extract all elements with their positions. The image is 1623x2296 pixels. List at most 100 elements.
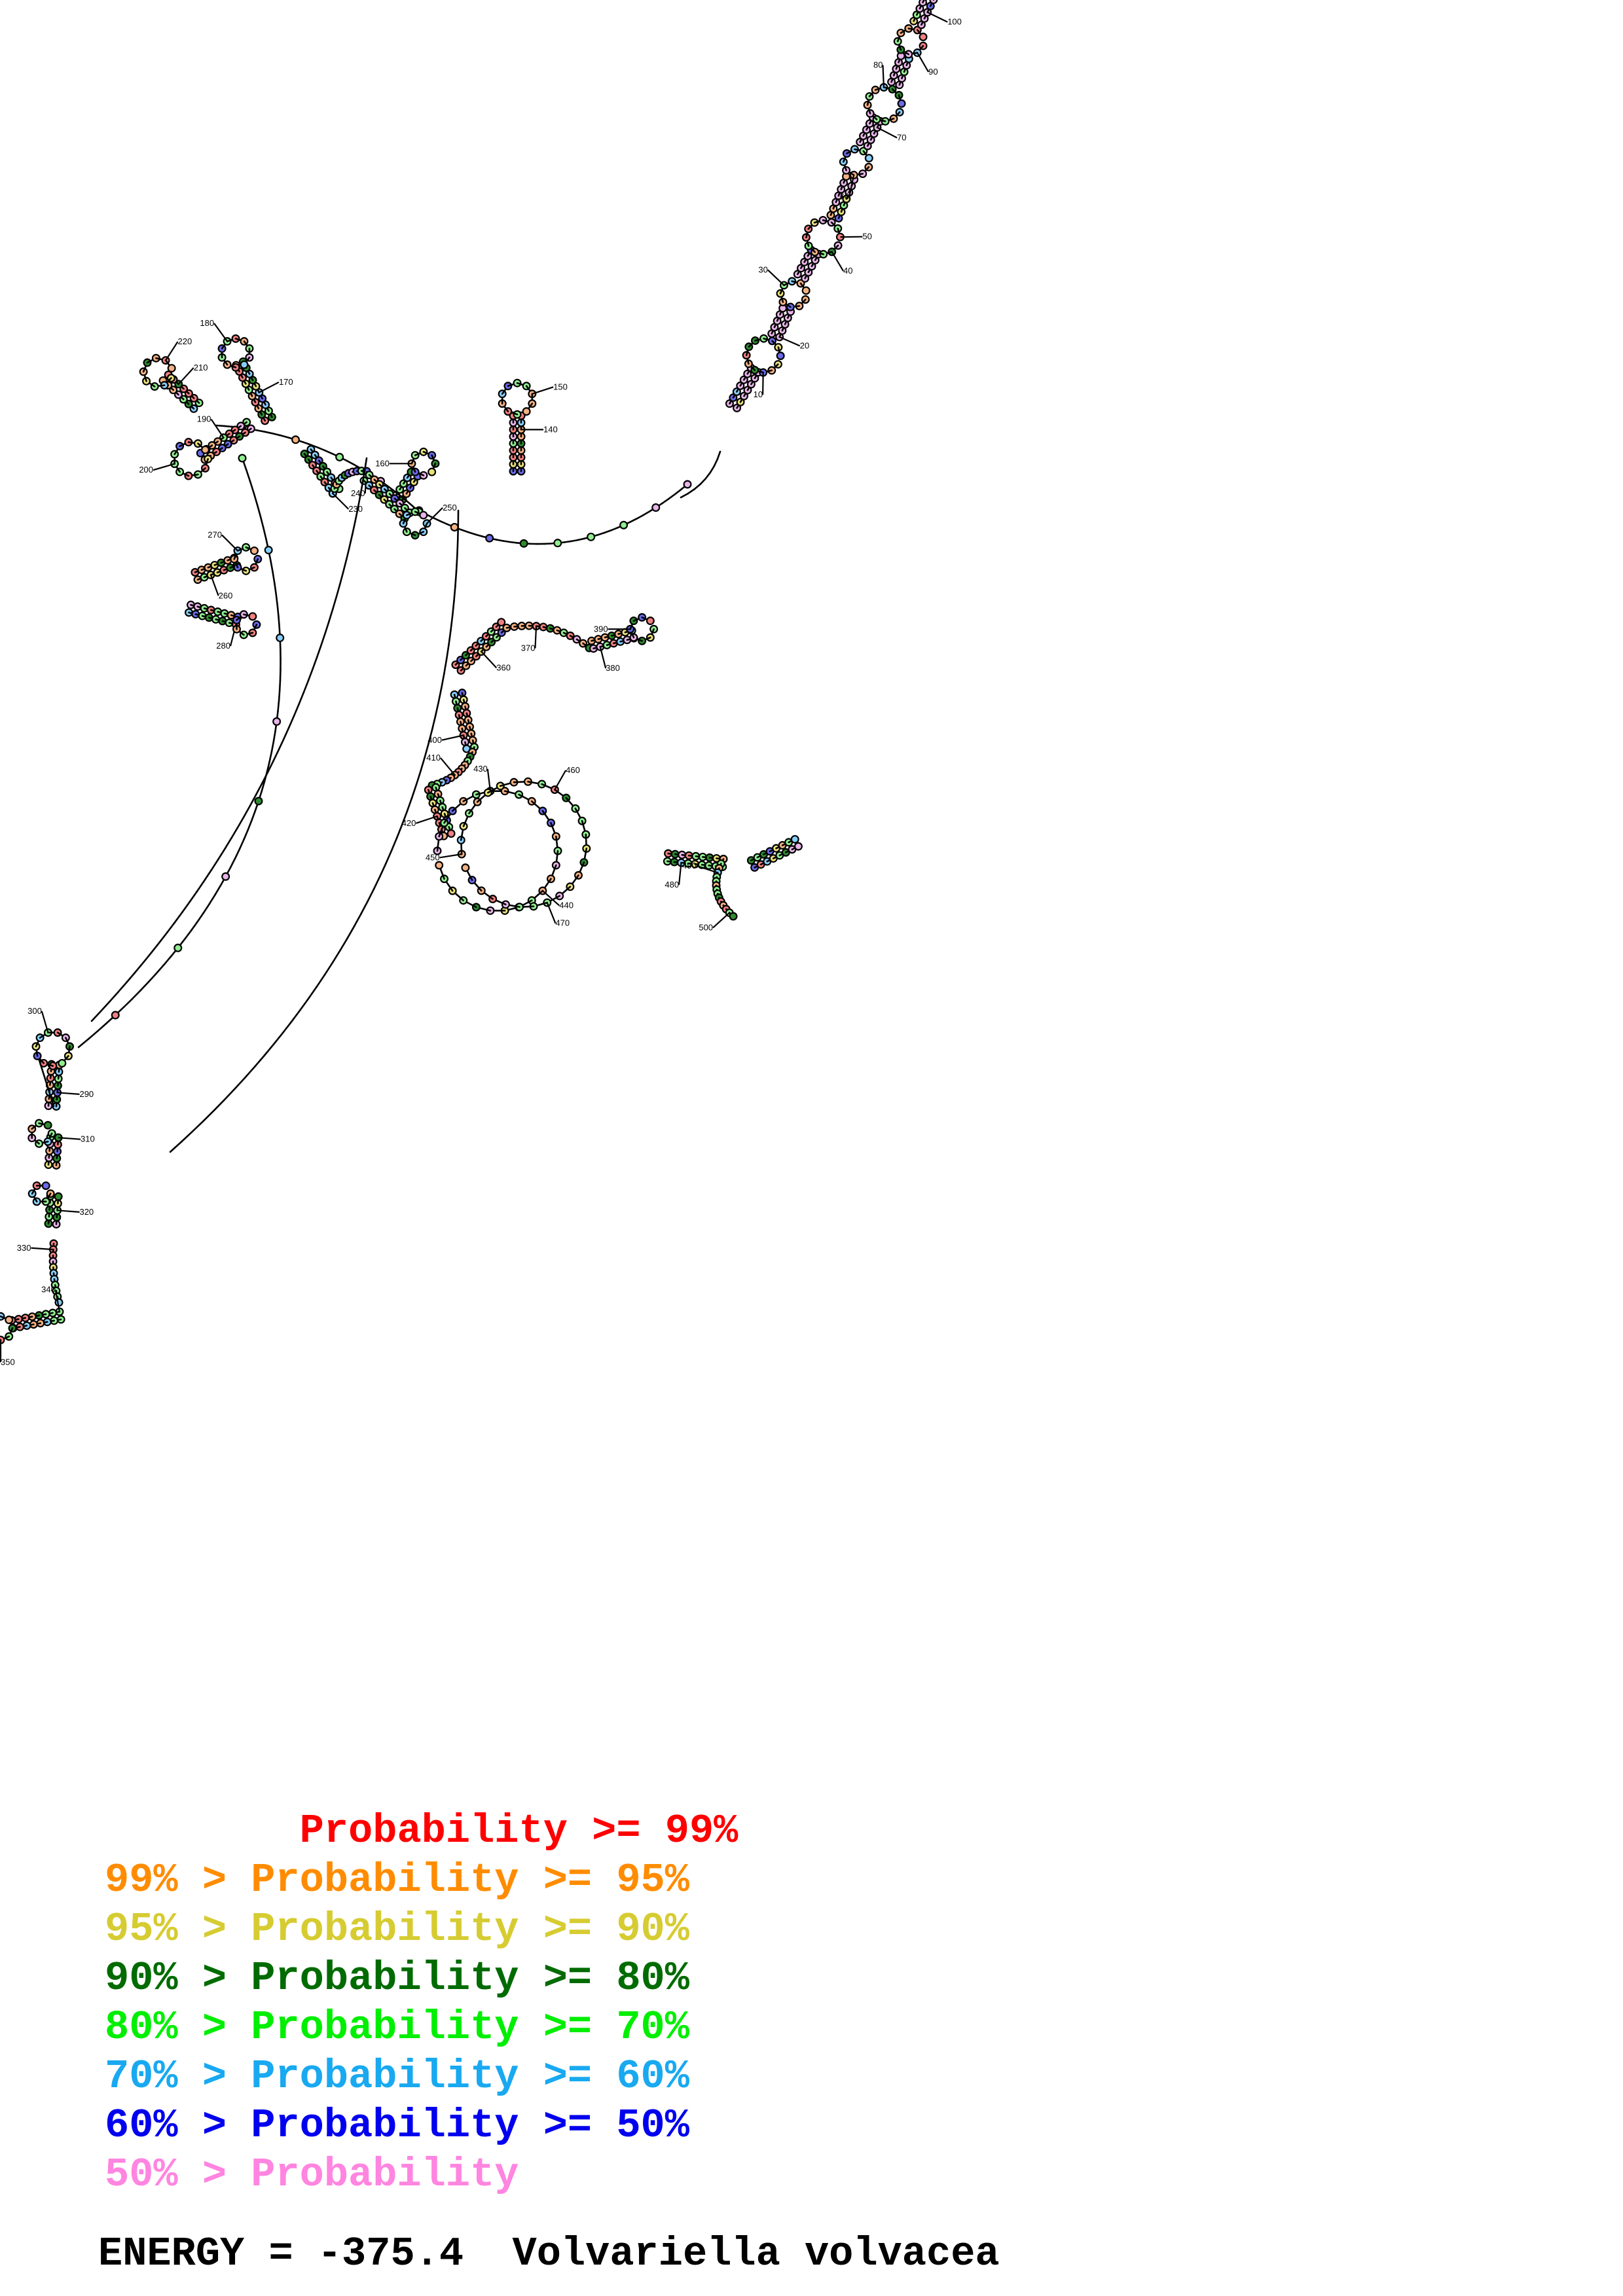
legend-row-low: 50% > Probability [0, 2150, 1623, 2199]
nucleotide [240, 360, 249, 369]
position-label: 100 [947, 17, 962, 27]
position-label: 90 [928, 67, 938, 77]
position-label: 380 [606, 663, 620, 673]
nucleotide [522, 407, 531, 416]
nucleotide [435, 861, 444, 870]
position-label: 420 [402, 818, 416, 828]
position-label: 230 [348, 504, 363, 514]
nucleotide [790, 834, 799, 844]
position-label: 450 [426, 852, 440, 862]
position-label: 40 [843, 266, 852, 276]
nucleotide [221, 872, 230, 881]
nucleotide [248, 612, 257, 621]
nucleotide [519, 539, 528, 548]
position-label: 70 [897, 133, 906, 143]
position-label: 150 [553, 382, 568, 391]
nucleotide [272, 717, 282, 726]
legend-row-80: 90% > Probability >= 80% [0, 1954, 1623, 2003]
legend-row-50: 60% > Probability >= 50% [0, 2101, 1623, 2150]
position-label: 460 [566, 765, 580, 775]
position-label: 480 [665, 880, 679, 889]
probability-legend: Probability >= 99% 99% > Probability >= … [0, 1806, 1623, 2277]
nucleotide [646, 617, 655, 626]
position-label: 320 [79, 1207, 94, 1217]
position-label: 20 [800, 340, 809, 350]
legend-row-90: 95% > Probability >= 90% [0, 1905, 1623, 1954]
position-label: 430 [473, 764, 488, 774]
position-label: 340 [41, 1285, 56, 1295]
position-label: 300 [27, 1006, 42, 1016]
nucleotide [447, 829, 456, 838]
position-label: 500 [699, 922, 713, 932]
nucleotide [587, 532, 596, 541]
nucleotide [276, 634, 285, 643]
legend-row-95: 99% > Probability >= 95% [0, 1856, 1623, 1905]
legend-text-50: 60% > Probability >= 50% [105, 2102, 689, 2149]
nucleotide [776, 351, 785, 361]
nucleotide [335, 452, 344, 461]
nucleotide [249, 546, 259, 555]
position-label: 200 [139, 465, 153, 475]
nucleotide [238, 454, 247, 463]
nucleotide [254, 797, 263, 806]
position-label: 280 [216, 641, 230, 651]
nucleotide [419, 511, 428, 520]
legend-row-60: 70% > Probability >= 60% [0, 2052, 1623, 2101]
position-label: 400 [428, 735, 442, 745]
position-label: 410 [426, 753, 441, 762]
nucleotide [41, 1181, 50, 1191]
position-label: 160 [375, 458, 390, 468]
position-label: 60 [840, 192, 849, 202]
position-label: 390 [594, 624, 608, 634]
nucleotide [897, 99, 906, 108]
nucleotide [54, 1192, 63, 1201]
nucleotide [264, 545, 273, 554]
energy-text: ENERGY = -375.4 Volvariella volvacea [98, 2231, 1000, 2277]
nucleotide [919, 32, 928, 41]
position-label: 140 [543, 424, 558, 434]
position-label: 30 [758, 264, 767, 274]
position-label: 220 [178, 336, 192, 346]
rna-secondary-structure-diagram: 1020304050607080901001101201301401501601… [0, 0, 962, 1367]
position-label: 180 [200, 318, 214, 328]
position-label: 490 [682, 861, 697, 870]
position-label: 330 [17, 1243, 31, 1253]
position-label: 50 [862, 232, 871, 242]
nucleotide [450, 522, 459, 531]
nucleotide [167, 364, 176, 373]
nucleotide [5, 1316, 14, 1325]
legend-text-60: 70% > Probability >= 60% [105, 2053, 689, 2100]
position-label: 370 [521, 643, 536, 653]
nucleotide [43, 1121, 52, 1130]
position-label: 270 [208, 529, 222, 539]
position-label: 350 [1, 1357, 15, 1367]
position-label: 260 [219, 590, 233, 600]
nucleotide [553, 539, 562, 548]
legend-text-low: 50% > Probability [105, 2151, 519, 2198]
legend-row-70: 80% > Probability >= 70% [0, 2003, 1623, 2052]
nucleotide [428, 467, 437, 476]
nucleotide [651, 503, 661, 512]
position-label: 210 [194, 363, 208, 372]
position-label: 290 [79, 1089, 94, 1099]
position-label: 190 [197, 414, 211, 423]
position-label: 360 [496, 662, 511, 672]
nucleotide [111, 1011, 120, 1020]
nucleotide [497, 618, 506, 627]
nucleotide [793, 842, 803, 851]
nucleotide [173, 943, 183, 952]
position-label: 80 [873, 60, 883, 69]
nucleotide [929, 0, 938, 5]
position-label: 240 [351, 488, 365, 498]
nucleotide [619, 520, 629, 529]
nucleotide [801, 286, 811, 295]
position-label: 470 [555, 918, 570, 928]
nucleotide [683, 480, 692, 489]
nucleotide [200, 445, 210, 454]
legend-text-90: 95% > Probability >= 90% [105, 1906, 689, 1952]
legend-text-80: 90% > Probability >= 80% [105, 1955, 689, 2001]
nucleotide [58, 1058, 67, 1067]
nucleotide [291, 435, 301, 444]
energy-line: ENERGY = -375.4 Volvariella volvacea [0, 2231, 1623, 2277]
legend-text-70: 80% > Probability >= 70% [105, 2004, 689, 2051]
